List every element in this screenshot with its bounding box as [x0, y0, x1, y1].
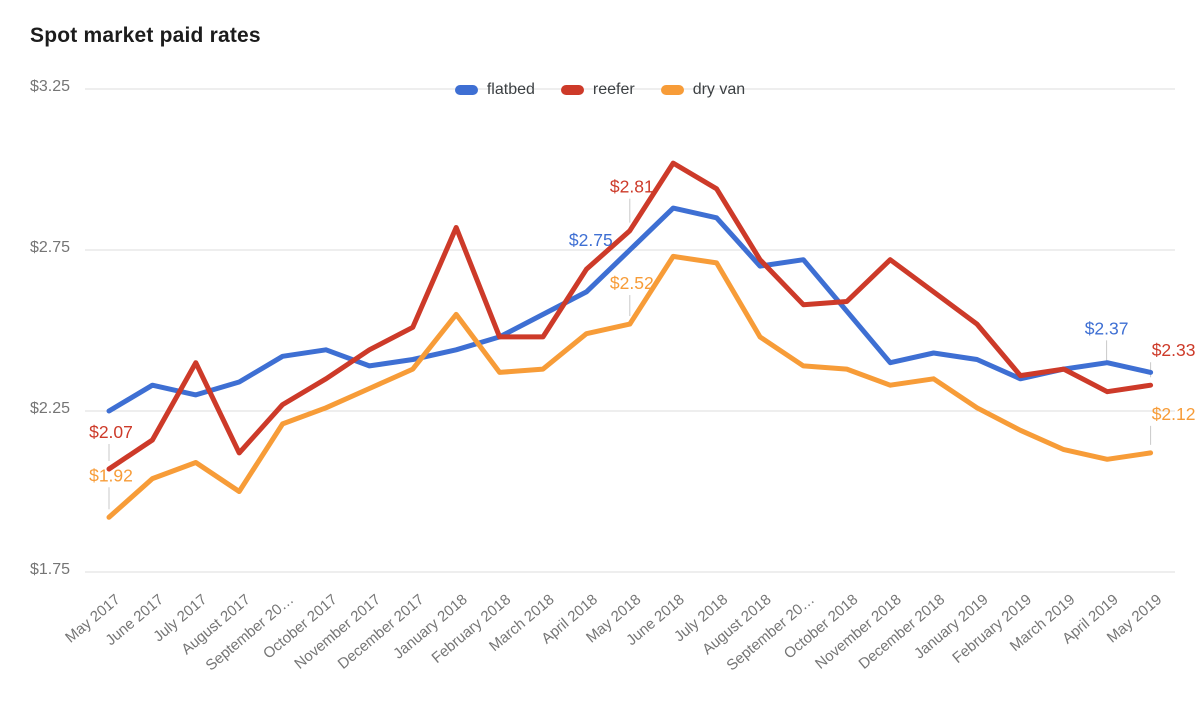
y-axis-tick-label: $3.25: [30, 78, 71, 95]
point-annotation-reefer: $2.81: [610, 177, 654, 197]
legend-item-dry-van: dry van: [660, 81, 746, 99]
point-annotation-dry-van: $2.12: [1152, 404, 1196, 424]
legend-item-reefer: reefer: [560, 81, 635, 99]
reefer-swatch-icon: [560, 85, 584, 95]
legend-label: dry van: [692, 81, 746, 98]
chart-title: Spot market paid rates: [30, 24, 261, 47]
y-axis-tick-label: $1.75: [30, 561, 71, 578]
y-axis-tick-label: $2.25: [30, 400, 71, 417]
point-annotation-flatbed: $2.37: [1085, 318, 1129, 338]
point-annotation-flatbed: $2.75: [569, 230, 613, 250]
flatbed-swatch-icon: [454, 85, 478, 95]
series-line-dry-van: [106, 253, 1154, 520]
point-annotation-dry-van: $1.92: [89, 465, 133, 485]
legend-label: flatbed: [486, 81, 535, 98]
point-annotation-reefer: $2.07: [89, 422, 133, 442]
chart-legend: flatbed reefer dry van: [0, 81, 1200, 99]
series-line-reefer: [106, 160, 1154, 472]
point-annotation-reefer: $2.33: [1152, 340, 1196, 360]
point-annotation-dry-van: $2.52: [610, 273, 654, 293]
dry-van-swatch-icon: [660, 85, 684, 95]
legend-label: reefer: [592, 81, 635, 98]
series-line-flatbed: [106, 205, 1154, 414]
legend-item-flatbed: flatbed: [454, 81, 535, 99]
y-axis-tick-label: $2.75: [30, 239, 71, 256]
